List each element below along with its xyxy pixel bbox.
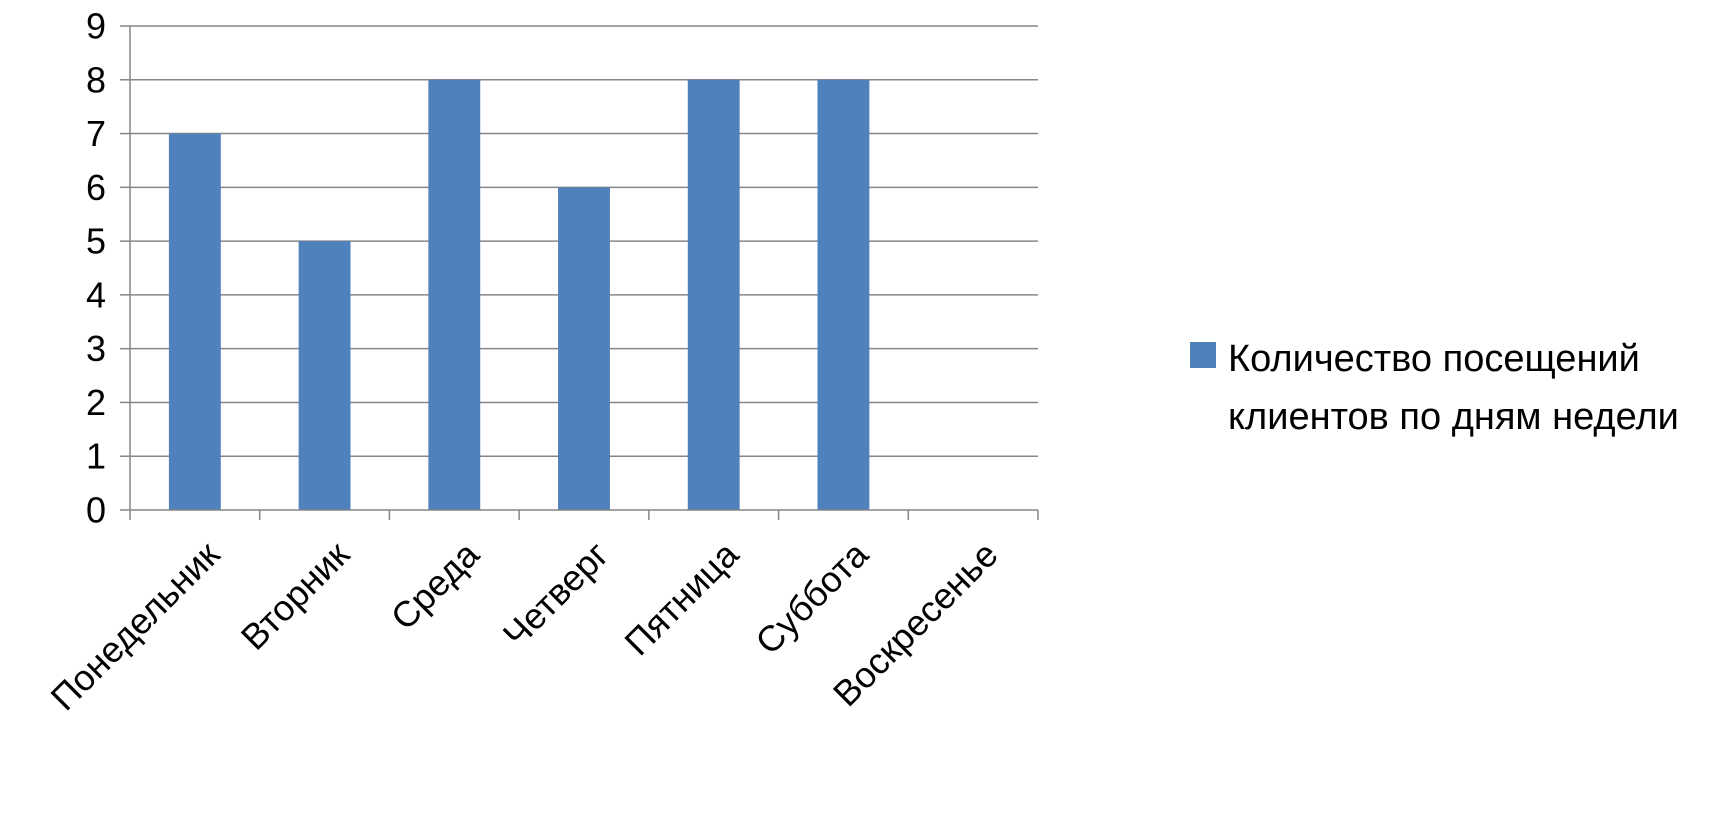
bar-2 bbox=[298, 241, 351, 510]
y-tick-label: 6 bbox=[86, 167, 106, 208]
x-tick-label: Суббота bbox=[747, 533, 876, 662]
y-tick-label: 4 bbox=[86, 274, 106, 315]
y-tick-label: 5 bbox=[86, 221, 106, 262]
bars bbox=[168, 79, 870, 511]
y-tick-label: 3 bbox=[86, 328, 106, 369]
y-tick-label: 2 bbox=[86, 382, 106, 423]
bar-3 bbox=[428, 79, 481, 511]
legend-swatch bbox=[1190, 342, 1216, 368]
y-tick-label: 8 bbox=[86, 59, 106, 100]
x-tick-label: Вторник bbox=[233, 533, 357, 657]
bar-4 bbox=[558, 187, 610, 511]
legend: Количество посещений клиентов по дням не… bbox=[1190, 330, 1710, 446]
y-tick-label: 7 bbox=[86, 113, 106, 154]
y-tick-label: 9 bbox=[86, 6, 106, 47]
x-tick-label: Четверг bbox=[495, 534, 617, 656]
bar-5 bbox=[687, 79, 740, 511]
axes bbox=[120, 25, 1039, 520]
bar-1 bbox=[168, 133, 221, 511]
x-tick-label: Пятница bbox=[616, 533, 746, 663]
bar-6 bbox=[817, 79, 870, 511]
y-tick-label: 1 bbox=[86, 436, 106, 477]
y-tick-label: 0 bbox=[86, 490, 106, 531]
x-tick-label: Среда bbox=[383, 533, 488, 638]
legend-label: Количество посещений клиентов по дням не… bbox=[1228, 338, 1679, 438]
x-tick-labels: Понедельник Вторник Среда Четверг Пятница Суб… bbox=[43, 533, 1006, 718]
y-tick-labels: 0 1 2 3 4 5 6 7 8 9 bbox=[86, 6, 106, 531]
x-tick-label: Понедельник bbox=[43, 533, 228, 718]
